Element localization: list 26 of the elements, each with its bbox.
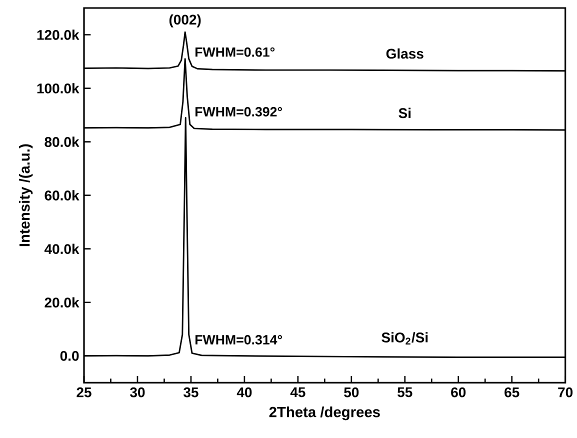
x-axis-title: 2Theta /degrees	[269, 406, 380, 420]
y-tick-label: 40.0k	[44, 244, 80, 254]
series-label: SiO$_{2}$/Si	[382, 332, 428, 345]
y-tick-label: 60.0k	[44, 190, 80, 201]
x-tick-label: 30	[130, 388, 145, 398]
series-label: Glass	[386, 48, 424, 59]
annotation: FWHM=0.392°	[196, 107, 282, 117]
x-tick-label: 60	[451, 388, 466, 398]
series-label: Si	[398, 108, 411, 118]
annotation: FWHM=0.61°	[196, 48, 275, 57]
x-tick-label: 35	[183, 388, 198, 398]
x-tick-label: 70	[558, 388, 573, 398]
x-tick-label: 50	[344, 388, 359, 398]
y-tick-label: 100.0k	[37, 83, 80, 94]
annotation: (002)	[169, 14, 201, 28]
x-tick-label: 40	[236, 388, 252, 398]
y-axis-title: Intensity /(a.u.)	[18, 144, 33, 246]
y-tick-label: 120.0k	[37, 30, 80, 40]
annotation: FWHM=0.314°	[196, 335, 282, 345]
x-tick-label: 25	[76, 388, 92, 398]
y-tick-label: 20.0k	[44, 297, 80, 308]
y-tick-label: 0.0	[60, 351, 79, 362]
x-tick-label: 65	[504, 388, 520, 398]
x-tick-label: 45	[290, 388, 306, 398]
x-tick-label: 55	[398, 388, 412, 398]
y-tick-label: 80.0k	[44, 136, 80, 148]
